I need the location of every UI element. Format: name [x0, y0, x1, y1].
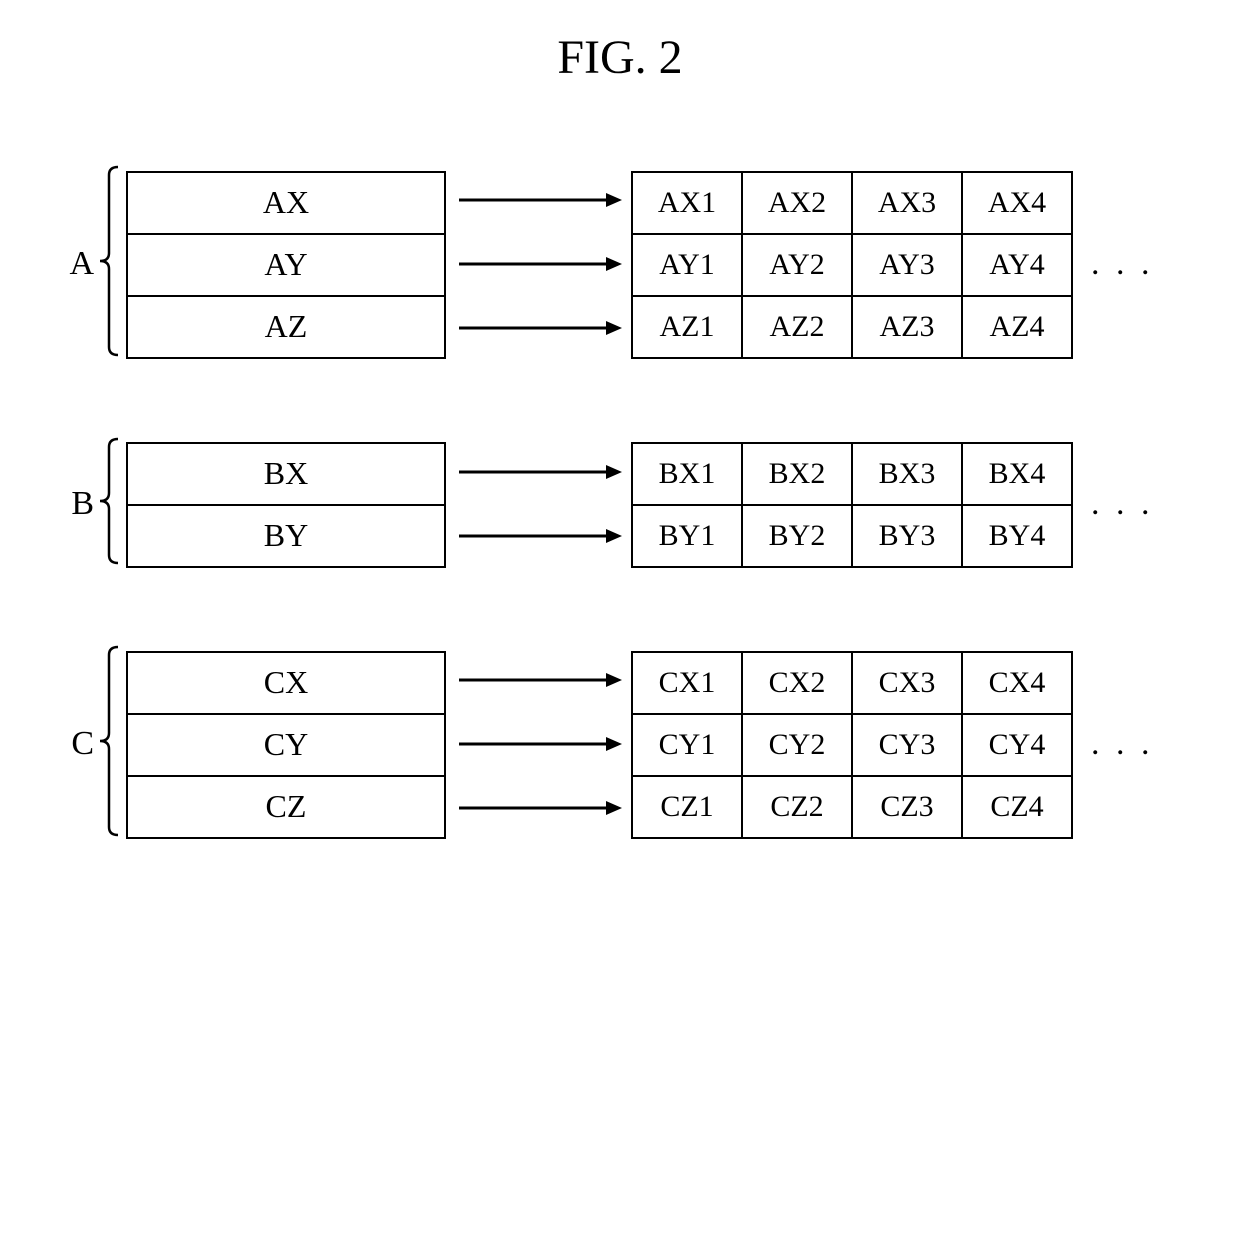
arrow-cell: [446, 168, 631, 232]
group-content: AXAYAZ AX1AX2AX3AX4AY1AY2AY3AY4AZ1AZ2AZ3…: [126, 168, 1154, 360]
group-b: B BXBY BX1BX2BX3BX4BY1BY2BY3BY4. . .: [60, 437, 1180, 570]
arrow-icon: [454, 526, 624, 546]
brace-icon: [98, 165, 120, 357]
arrow-column: [446, 168, 631, 360]
left-table: CXCYCZ: [126, 651, 446, 837]
group-content: CXCYCZ CX1CX2CX3CX4CY1CY2CY3CY4CZ1CZ2CZ3…: [126, 648, 1154, 840]
brace-icon: [98, 437, 120, 565]
ellipsis-icon: . . .: [1091, 485, 1154, 523]
arrow-cell: [446, 440, 631, 504]
right-cell: BX2: [741, 442, 853, 506]
right-cell: CX4: [961, 651, 1073, 715]
right-cell: CZ4: [961, 775, 1073, 839]
right-cell: AZ4: [961, 295, 1073, 359]
left-cell: AX: [126, 171, 446, 235]
left-cell: BX: [126, 442, 446, 506]
left-table: AXAYAZ: [126, 171, 446, 357]
figure-title: FIG. 2: [60, 30, 1180, 85]
left-cell: CX: [126, 651, 446, 715]
right-row: AY1AY2AY3AY4: [631, 233, 1073, 297]
left-cell: BY: [126, 504, 446, 568]
right-cell: CY1: [631, 713, 743, 777]
right-cell: AX4: [961, 171, 1073, 235]
right-table: BX1BX2BX3BX4BY1BY2BY3BY4: [631, 442, 1073, 566]
right-cell: CY3: [851, 713, 963, 777]
right-cell: AX1: [631, 171, 743, 235]
right-cell: BY3: [851, 504, 963, 568]
right-cell: CZ3: [851, 775, 963, 839]
right-cell: BX1: [631, 442, 743, 506]
right-cell: AZ1: [631, 295, 743, 359]
right-cell: AZ2: [741, 295, 853, 359]
right-table: AX1AX2AX3AX4AY1AY2AY3AY4AZ1AZ2AZ3AZ4: [631, 171, 1073, 357]
right-cell: CY4: [961, 713, 1073, 777]
right-cell: BY1: [631, 504, 743, 568]
right-cell: BY4: [961, 504, 1073, 568]
ellipsis-icon: . . .: [1091, 245, 1154, 283]
left-cell: CY: [126, 713, 446, 777]
right-cell: AY2: [741, 233, 853, 297]
arrow-cell: [446, 296, 631, 360]
right-cell: CZ2: [741, 775, 853, 839]
right-row: CY1CY2CY3CY4: [631, 713, 1073, 777]
arrow-cell: [446, 232, 631, 296]
right-table: CX1CX2CX3CX4CY1CY2CY3CY4CZ1CZ2CZ3CZ4: [631, 651, 1073, 837]
arrow-cell: [446, 712, 631, 776]
group-c: C CXCYCZ CX1CX2CX3CX4CY1CY2CY3CY4CZ1CZ2C…: [60, 645, 1180, 842]
left-cell: AY: [126, 233, 446, 297]
arrow-icon: [454, 462, 624, 482]
right-cell: AY1: [631, 233, 743, 297]
arrow-icon: [454, 670, 624, 690]
right-cell: CX2: [741, 651, 853, 715]
arrow-icon: [454, 798, 624, 818]
right-cell: AX3: [851, 171, 963, 235]
arrow-cell: [446, 776, 631, 840]
right-cell: BX3: [851, 442, 963, 506]
right-cell: AX2: [741, 171, 853, 235]
group-label: C: [60, 725, 94, 763]
arrow-column: [446, 440, 631, 568]
arrow-cell: [446, 648, 631, 712]
right-row: CZ1CZ2CZ3CZ4: [631, 775, 1073, 839]
right-cell: CY2: [741, 713, 853, 777]
right-cell: AY4: [961, 233, 1073, 297]
arrow-icon: [454, 190, 624, 210]
right-row: CX1CX2CX3CX4: [631, 651, 1073, 715]
arrow-cell: [446, 504, 631, 568]
arrow-column: [446, 648, 631, 840]
right-row: AX1AX2AX3AX4: [631, 171, 1073, 235]
group-a: A AXAYAZ AX1AX2AX3AX4AY1AY2AY3AY4AZ1AZ2A…: [60, 165, 1180, 362]
right-cell: CX3: [851, 651, 963, 715]
group-label: A: [60, 245, 94, 283]
group-label: B: [60, 485, 94, 523]
left-table: BXBY: [126, 442, 446, 566]
arrow-icon: [454, 318, 624, 338]
arrow-icon: [454, 734, 624, 754]
right-cell: AZ3: [851, 295, 963, 359]
right-row: BX1BX2BX3BX4: [631, 442, 1073, 506]
brace-icon: [98, 645, 120, 837]
left-cell: AZ: [126, 295, 446, 359]
arrow-icon: [454, 254, 624, 274]
right-row: BY1BY2BY3BY4: [631, 504, 1073, 568]
right-cell: AY3: [851, 233, 963, 297]
right-cell: CZ1: [631, 775, 743, 839]
right-cell: CX1: [631, 651, 743, 715]
right-cell: BY2: [741, 504, 853, 568]
right-cell: BX4: [961, 442, 1073, 506]
diagram-body: A AXAYAZ AX1AX2AX3AX4AY1AY2AY3AY4AZ1AZ2A…: [60, 165, 1180, 842]
ellipsis-icon: . . .: [1091, 725, 1154, 763]
group-content: BXBY BX1BX2BX3BX4BY1BY2BY3BY4. . .: [126, 440, 1154, 568]
right-row: AZ1AZ2AZ3AZ4: [631, 295, 1073, 359]
left-cell: CZ: [126, 775, 446, 839]
